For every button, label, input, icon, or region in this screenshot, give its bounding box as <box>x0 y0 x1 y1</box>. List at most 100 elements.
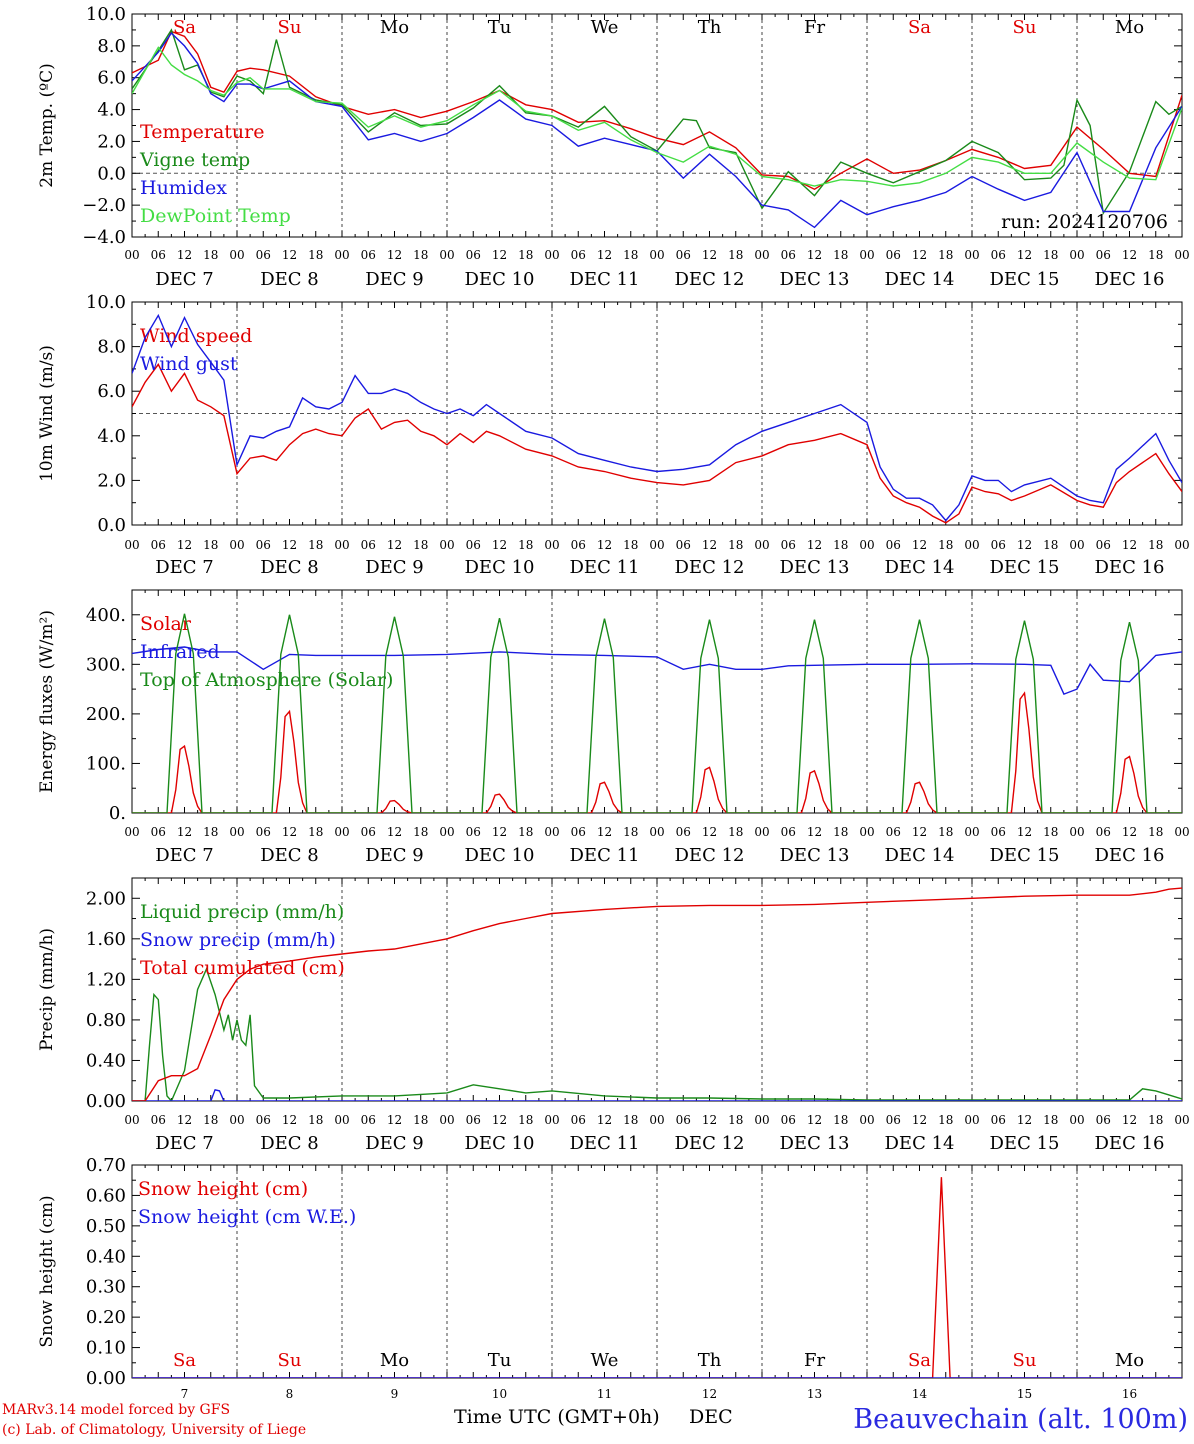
y-tick-label: 6.0 <box>97 68 126 89</box>
y-axis-label: Precip (mm/h) <box>37 928 57 1051</box>
hour-tick-label: 12 <box>1017 825 1032 839</box>
hour-tick-label: 00 <box>334 825 349 839</box>
day-name: Fr <box>804 17 825 38</box>
x-axis-unit: DEC <box>689 1406 733 1428</box>
date-label: DEC 9 <box>365 1133 424 1154</box>
hour-tick-label: 00 <box>1174 825 1189 839</box>
date-label: DEC 13 <box>780 269 850 290</box>
hour-tick-label: 12 <box>387 825 402 839</box>
day-name: Mo <box>1115 1350 1144 1371</box>
day-name: Sa <box>908 1350 931 1371</box>
y-tick-label: 8.0 <box>97 36 126 57</box>
series-line-humidex <box>132 32 1182 229</box>
legend-entry: Snow precip (mm/h) <box>140 929 336 951</box>
hour-tick-label: 18 <box>623 1113 638 1127</box>
hour-tick-label: 00 <box>964 248 979 262</box>
day-name: Sa <box>173 1350 196 1371</box>
hour-tick-label: 00 <box>649 248 664 262</box>
date-label: DEC 7 <box>155 269 214 290</box>
hour-tick-label: 12 <box>702 248 717 262</box>
date-label: DEC 11 <box>570 845 640 866</box>
day-name: Mo <box>1115 17 1144 38</box>
date-label: DEC 14 <box>885 557 955 578</box>
date-label: DEC 14 <box>885 269 955 290</box>
hour-tick-label: 12 <box>1122 825 1137 839</box>
hour-tick-label: 12 <box>387 538 402 552</box>
hour-tick-label: 00 <box>124 1113 139 1127</box>
hour-tick-label: 18 <box>1148 538 1163 552</box>
panels: −4.0 −2.0 0.0 2.0 4.0 6.0 8.0 10.0 2m Temp. (ºC)… <box>37 4 1190 1401</box>
hour-tick-label: 00 <box>754 248 769 262</box>
date-label: DEC 15 <box>990 1133 1060 1154</box>
legend-entry: Wind speed <box>140 325 252 347</box>
hour-tick-label: 18 <box>413 538 428 552</box>
hour-tick-label: 06 <box>151 825 166 839</box>
y-tick-label: 6.0 <box>97 381 126 402</box>
hour-tick-label: 00 <box>229 538 244 552</box>
hour-tick-label: 00 <box>334 248 349 262</box>
hour-tick-label: 00 <box>859 538 874 552</box>
hour-tick-label: 12 <box>1017 1113 1032 1127</box>
y-tick-label: 10.0 <box>86 292 126 313</box>
day-number-label: 11 <box>597 1387 612 1401</box>
hour-tick-label: 06 <box>676 248 691 262</box>
y-tick-label: 2.00 <box>86 888 126 909</box>
legend-entry: Wind gust <box>140 353 238 375</box>
hour-tick-label: 12 <box>492 1113 507 1127</box>
hour-tick-label: 06 <box>886 825 901 839</box>
hour-tick-label: 12 <box>492 825 507 839</box>
day-number-label: 8 <box>286 1387 294 1401</box>
footer: MARv3.14 model forced by GFS (c) Lab. of… <box>2 1402 1188 1438</box>
y-tick-label: 2.0 <box>97 470 126 491</box>
date-label: DEC 9 <box>365 269 424 290</box>
hour-tick-label: 18 <box>413 1113 428 1127</box>
hour-tick-label: 06 <box>256 1113 271 1127</box>
date-label: DEC 10 <box>465 557 535 578</box>
hour-tick-label: 00 <box>1069 538 1084 552</box>
hour-tick-label: 18 <box>938 1113 953 1127</box>
day-name: Su <box>278 1350 302 1371</box>
day-name: Sa <box>173 17 196 38</box>
series-line-solar <box>132 691 1182 813</box>
hour-tick-label: 06 <box>991 538 1006 552</box>
hour-tick-label: 06 <box>151 538 166 552</box>
series-line-temperature <box>132 30 1182 190</box>
date-label: DEC 8 <box>260 557 319 578</box>
hour-tick-label: 12 <box>282 538 297 552</box>
date-label: DEC 15 <box>990 557 1060 578</box>
hour-tick-label: 00 <box>964 538 979 552</box>
day-number-label: 15 <box>1017 1387 1032 1401</box>
day-number-label: 12 <box>702 1387 717 1401</box>
hour-tick-label: 12 <box>177 538 192 552</box>
hour-tick-label: 06 <box>676 1113 691 1127</box>
hour-tick-label: 18 <box>938 248 953 262</box>
hour-tick-label: 06 <box>256 248 271 262</box>
hour-tick-label: 06 <box>991 825 1006 839</box>
y-tick-label: 300. <box>86 654 126 675</box>
day-name: Fr <box>804 1350 825 1371</box>
date-label: DEC 12 <box>675 269 745 290</box>
hour-tick-label: 18 <box>203 1113 218 1127</box>
legend-entry: Snow height (cm) <box>138 1178 308 1200</box>
date-label: DEC 10 <box>465 1133 535 1154</box>
hour-tick-label: 18 <box>833 825 848 839</box>
hour-tick-label: 06 <box>361 825 376 839</box>
hour-tick-label: 06 <box>571 248 586 262</box>
hour-tick-label: 06 <box>361 538 376 552</box>
hour-tick-label: 06 <box>571 1113 586 1127</box>
hour-tick-label: 06 <box>361 1113 376 1127</box>
hour-tick-label: 18 <box>728 248 743 262</box>
hour-tick-label: 00 <box>859 248 874 262</box>
y-tick-label: 0.00 <box>86 1368 126 1389</box>
hour-tick-label: 12 <box>912 538 927 552</box>
panel-3: 0. 100. 200. 300. 400. Energy fluxes (W/m²) 00… <box>37 589 1190 866</box>
date-label: DEC 13 <box>780 845 850 866</box>
date-label: DEC 10 <box>465 269 535 290</box>
hour-tick-label: 12 <box>492 538 507 552</box>
hour-tick-label: 18 <box>728 538 743 552</box>
day-name: We <box>591 17 619 38</box>
date-label: DEC 13 <box>780 1133 850 1154</box>
date-label: DEC 12 <box>675 557 745 578</box>
hour-tick-label: 12 <box>282 248 297 262</box>
hour-tick-label: 06 <box>886 248 901 262</box>
